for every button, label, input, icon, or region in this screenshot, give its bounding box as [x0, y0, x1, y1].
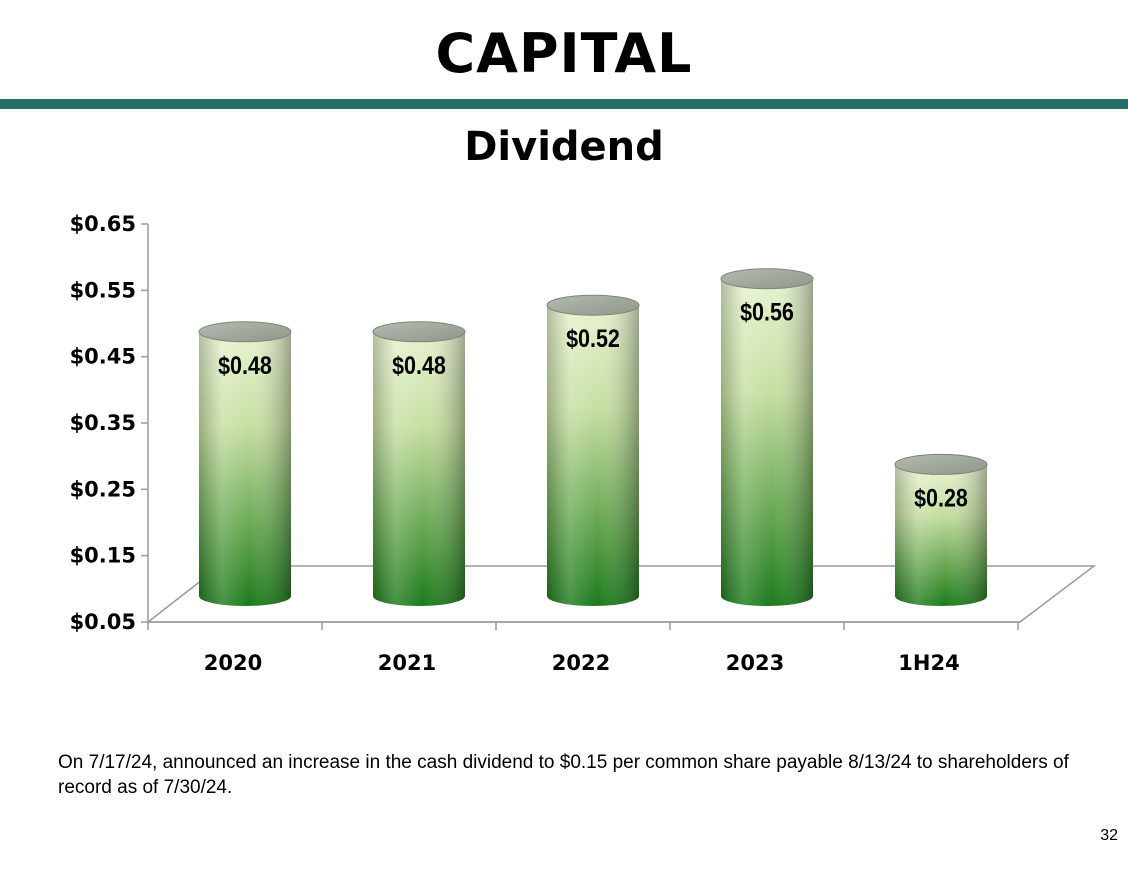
- bar-shading: [721, 278, 813, 606]
- x-tick-label: 1H24: [898, 651, 959, 675]
- data-label: $0.52: [566, 325, 620, 353]
- data-label: $0.48: [218, 351, 272, 379]
- bar-shading: [547, 305, 639, 606]
- bar-2023: $0.56: [720, 268, 814, 606]
- bar-cap: [720, 268, 814, 290]
- page-title: CAPITAL: [435, 22, 693, 85]
- data-label: $0.56: [740, 298, 794, 326]
- bar-shading: [199, 331, 291, 606]
- bar-shading: [895, 464, 987, 606]
- y-tick-label: $0.45: [70, 345, 136, 369]
- bar-cap: [198, 321, 292, 343]
- bar-cap: [372, 321, 466, 343]
- bar-2021: $0.48: [372, 321, 466, 606]
- bar-cap: [894, 453, 988, 475]
- page-number: 32: [1100, 827, 1118, 844]
- data-label: $0.48: [392, 351, 446, 379]
- x-tick-label: 2023: [726, 651, 784, 675]
- y-tick-label: $0.65: [70, 212, 136, 236]
- y-tick-label: $0.35: [70, 411, 136, 435]
- title-rule: [0, 99, 1128, 109]
- footnote: On 7/17/24, announced an increase in the…: [58, 752, 1069, 798]
- bar-2022: $0.52: [546, 294, 640, 606]
- bar-1H24: $0.28: [894, 453, 988, 606]
- x-tick-label: 2020: [204, 651, 262, 675]
- x-tick-label: 2022: [552, 651, 610, 675]
- y-tick-label: $0.05: [70, 610, 136, 634]
- dividend-chart: $0.05 $0.15 $0.25 $0.35 $0.45 $0.55 $0.65 2020 2…: [70, 212, 1097, 675]
- y-tick-label: $0.25: [70, 477, 136, 501]
- bar-2020: $0.48: [198, 321, 292, 606]
- y-tick-label: $0.55: [70, 278, 136, 302]
- bar-shading: [373, 331, 465, 606]
- data-label: $0.28: [914, 484, 968, 512]
- x-tick-label: 2021: [378, 651, 436, 675]
- chart-title: Dividend: [464, 124, 664, 170]
- bar-cap: [546, 294, 640, 316]
- y-tick-label: $0.15: [70, 544, 136, 568]
